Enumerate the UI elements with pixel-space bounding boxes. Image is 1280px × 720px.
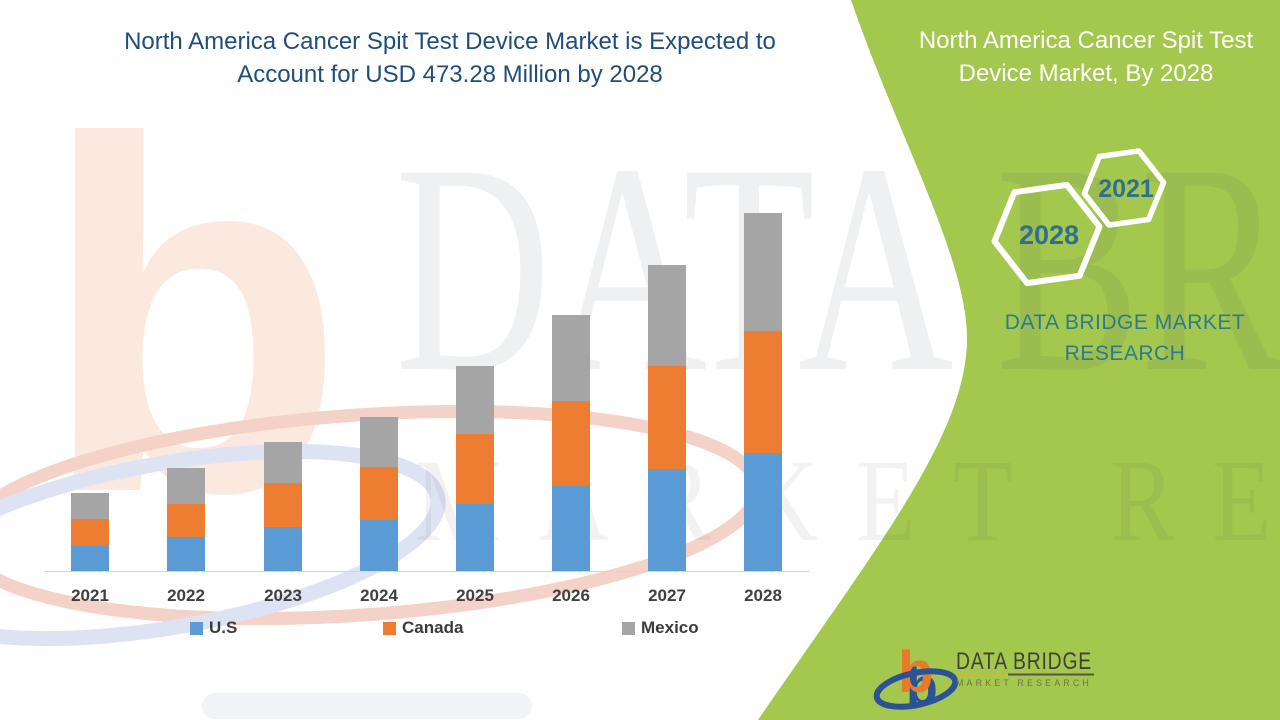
bar-segment-us-2024 [360, 520, 398, 571]
watermark-blue-swoosh [0, 443, 446, 647]
x-axis-label-2025: 2025 [456, 586, 494, 605]
side-panel-heading-line2: Device Market, By 2028 [958, 60, 1214, 87]
bar-segment-mexico-2023 [264, 441, 302, 483]
x-axis-label-2024: 2024 [360, 586, 398, 605]
x-axis-label-2027: 2027 [648, 586, 686, 605]
bar-segment-mexico-2025 [456, 365, 494, 434]
bar-segment-mexico-2022 [167, 468, 205, 505]
hexagon-2028-year: 2028 [1019, 220, 1079, 250]
x-axis-label-2022: 2022 [167, 586, 205, 605]
brand-text-line1: DATA BRIDGE MARKET [1004, 311, 1246, 334]
bar-segment-us-2027 [648, 469, 686, 571]
legend-swatch-icon [383, 621, 396, 635]
logo-swoosh-icon [873, 668, 959, 710]
company-logo: b b DATA BRIDGE MARKET RESEARCH [873, 640, 1094, 715]
bar-segment-us-2025 [456, 503, 494, 571]
chart-title-line1: North America Cancer Spit Test Device Ma… [124, 28, 776, 55]
bar-segment-canada-2023 [264, 482, 302, 527]
bar-segment-us-2023 [264, 526, 302, 571]
watermark-big-text: DATA BRIDGE [395, 102, 1280, 434]
bar-segment-us-2021 [71, 546, 109, 571]
bar-segment-canada-2024 [360, 466, 398, 520]
bar-segment-us-2026 [552, 485, 590, 571]
legend-label: U.S [209, 618, 238, 637]
legend-swatch-icon [622, 621, 635, 635]
logo-name: DATA BRIDGE [956, 648, 1092, 675]
x-axis-label-2021: 2021 [71, 586, 109, 605]
bar-segment-us-2028 [744, 452, 782, 571]
bar-segment-mexico-2021 [71, 493, 109, 520]
legend-label: Mexico [641, 618, 699, 637]
hexagon-2021-badge [1081, 148, 1167, 228]
legend-item-mexico: Mexico [622, 618, 699, 638]
legend-label: Canada [402, 618, 464, 637]
watermark-sub-text: MARKET RESEARCH [415, 435, 1280, 566]
hexagon-2021-year: 2021 [1098, 175, 1154, 203]
legend-swatch-icon [190, 621, 203, 635]
bar-segment-canada-2025 [456, 433, 494, 504]
bar-segment-mexico-2026 [552, 314, 590, 401]
hexagon-badges: 2021 2028 [991, 148, 1167, 287]
watermark-band [202, 693, 532, 719]
brand-text-line2: RESEARCH [1064, 342, 1186, 365]
logo-tagline: MARKET RESEARCH [956, 678, 1092, 688]
bar-segment-canada-2026 [552, 400, 590, 486]
legend-item-canada: Canada [383, 618, 463, 638]
green-panel-shape [758, 0, 1280, 720]
bar-segment-canada-2027 [648, 366, 686, 470]
bar-segment-canada-2028 [744, 330, 782, 453]
chart-title: North America Cancer Spit Test Device Ma… [70, 25, 830, 91]
bar-segment-canada-2022 [167, 504, 205, 538]
bar-segment-mexico-2028 [744, 212, 782, 331]
chart-title-line2: Account for USD 473.28 Million by 2028 [237, 61, 663, 88]
x-axis-label-2023: 2023 [264, 586, 302, 605]
x-axis-label-2028: 2028 [744, 586, 782, 605]
x-axis-line [44, 571, 810, 572]
hexagon-2028-badge [991, 181, 1103, 287]
side-panel-heading-line1: North America Cancer Spit Test [918, 27, 1254, 54]
brand-text: DATA BRIDGE MARKET RESEARCH [960, 307, 1280, 369]
bar-segment-mexico-2024 [360, 416, 398, 467]
bar-segment-canada-2021 [71, 519, 109, 547]
bar-segment-us-2022 [167, 537, 205, 571]
legend-item-us: U.S [190, 618, 237, 638]
x-axis-label-2026: 2026 [552, 586, 590, 605]
bar-segment-mexico-2027 [648, 265, 686, 367]
side-panel-heading: North America Cancer Spit Test Device Ma… [900, 24, 1272, 90]
